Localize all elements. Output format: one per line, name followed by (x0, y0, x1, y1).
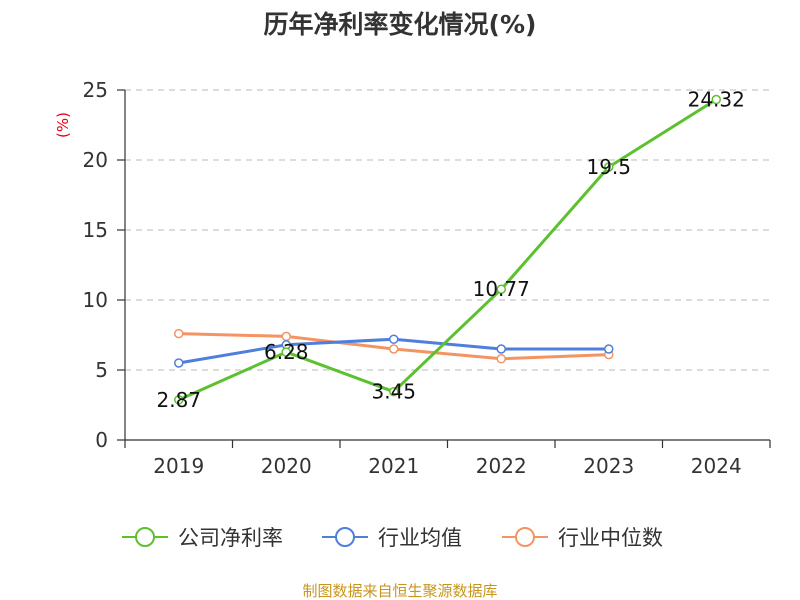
legend-marker (335, 527, 355, 547)
y-tick-label: 10 (83, 288, 108, 312)
data-label: 24.32 (688, 88, 745, 112)
x-tick-label: 2024 (691, 454, 742, 478)
data-point (389, 386, 399, 397)
data-label: 2.87 (156, 388, 201, 412)
data-label: 6.28 (264, 340, 309, 364)
data-point (281, 347, 291, 357)
data-label: 19.5 (586, 155, 631, 179)
legend[interactable]: 公司净利率 行业均值 行业中位数 (122, 526, 663, 550)
data-point (174, 358, 184, 368)
y-tick-label: 20 (83, 148, 108, 172)
source-note: 制图数据来自恒生聚源数据库 (302, 582, 497, 600)
data-point (174, 395, 184, 405)
legend-label: 公司净利率 (178, 526, 283, 550)
legend-item[interactable]: 公司净利率 (122, 526, 283, 550)
legend-label: 行业中位数 (558, 526, 663, 550)
legend-item[interactable]: 行业中位数 (502, 526, 663, 550)
y-tick-label: 0 (95, 428, 108, 452)
x-tick-label: 2022 (476, 454, 527, 478)
series-line (178, 98, 718, 402)
data-point (496, 354, 506, 364)
y-tick-label: 25 (83, 78, 108, 102)
legend-item[interactable]: 行业均值 (322, 526, 462, 550)
data-point (174, 328, 184, 339)
data-label: 3.45 (371, 380, 416, 404)
data-labels: 2.87 6.28 3.45 10.77 19.5 24.32 (156, 88, 744, 412)
series-lines (174, 94, 721, 405)
data-label: 10.77 (473, 277, 530, 301)
axes: 0 5 10 15 20 25 2019 2020 2021 2022 2023 2024 (83, 78, 771, 478)
chart-title: 历年净利率变化情况(%) (264, 10, 537, 39)
data-point (604, 162, 614, 172)
data-point (389, 334, 399, 344)
data-point (496, 284, 506, 294)
legend-label: 行业均值 (378, 526, 462, 550)
x-tick-label: 2023 (583, 454, 634, 478)
y-tick-label: 15 (83, 218, 108, 242)
data-point (389, 344, 399, 354)
data-point (711, 94, 721, 105)
x-tick-label: 2021 (368, 454, 419, 478)
legend-marker (135, 527, 155, 547)
data-point (496, 344, 506, 354)
y-axis-unit-label: (%) (54, 112, 72, 138)
data-point (604, 344, 614, 354)
x-tick-label: 2019 (153, 454, 204, 478)
gridlines (125, 89, 770, 371)
x-tick-label: 2020 (261, 454, 312, 478)
y-tick-label: 5 (95, 358, 108, 382)
legend-marker (515, 527, 535, 547)
